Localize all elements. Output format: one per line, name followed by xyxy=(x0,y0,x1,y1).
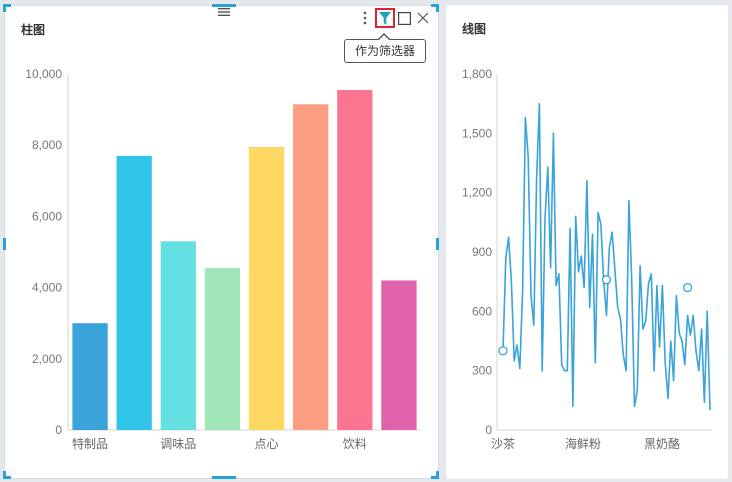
resize-handle-bl[interactable] xyxy=(3,476,11,479)
bar-chart-panel[interactable]: 柱图 xyxy=(4,5,439,479)
filter-tooltip: 作为筛选器 xyxy=(344,39,426,63)
resize-handle-tr[interactable] xyxy=(431,4,439,7)
resize-handle-bl[interactable] xyxy=(3,471,6,479)
tooltip-arrow-inner xyxy=(379,35,389,40)
panel-title: 线图 xyxy=(462,22,487,36)
resize-handle-br[interactable] xyxy=(436,471,439,479)
resize-handle-left[interactable] xyxy=(3,238,6,250)
close-icon[interactable] xyxy=(416,11,430,25)
more-options-icon[interactable] xyxy=(361,10,369,26)
resize-handle-top[interactable] xyxy=(212,4,236,7)
drag-handle-icon[interactable] xyxy=(217,7,231,17)
resize-handle-right[interactable] xyxy=(436,238,439,250)
maximize-icon[interactable] xyxy=(397,11,411,25)
resize-handle-tr[interactable] xyxy=(436,4,439,12)
filter-icon[interactable] xyxy=(375,8,395,28)
panel-title: 柱图 xyxy=(21,23,46,37)
line-chart-panel[interactable]: 线图 xyxy=(446,5,728,479)
resize-handle-bottom[interactable] xyxy=(212,476,236,479)
resize-handle-tl[interactable] xyxy=(3,4,11,7)
resize-handle-br[interactable] xyxy=(431,476,439,479)
resize-handle-tl[interactable] xyxy=(3,4,6,12)
